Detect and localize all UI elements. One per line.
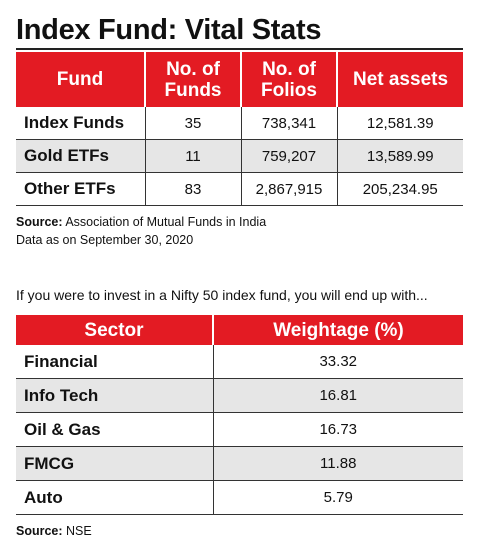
fund-stats-table: Fund No. of Funds No. of Folios Net asse…: [16, 52, 463, 206]
sector-weight: 33.32: [213, 345, 463, 379]
column-header-fund: Fund: [16, 52, 146, 107]
net-assets: 12,581.39: [337, 107, 463, 140]
data-date-note: Data as on September 30, 2020: [16, 233, 194, 247]
folio-count: 759,207: [241, 139, 338, 173]
column-header-net-assets: Net assets: [337, 52, 463, 107]
fund-name: Other ETFs: [16, 172, 146, 206]
source-text: Association of Mutual Funds in India: [65, 215, 267, 229]
table-row: Financial 33.32: [16, 345, 463, 379]
table-header-row: Sector Weightage (%): [16, 315, 463, 345]
sector-weight: 16.73: [213, 412, 463, 447]
column-header-weightage: Weightage (%): [213, 315, 463, 345]
folio-count: 738,341: [241, 107, 338, 140]
sector-name: FMCG: [16, 446, 214, 481]
page-title: Index Fund: Vital Stats: [16, 14, 322, 46]
column-header-no-of-folios: No. of Folios: [241, 52, 338, 107]
title-rule: [16, 48, 463, 50]
fund-source-note: Source: Association of Mutual Funds in I…: [16, 215, 266, 229]
source-label: Source:: [16, 215, 63, 229]
fund-name: Index Funds: [16, 107, 146, 140]
net-assets: 205,234.95: [337, 172, 463, 206]
table-row: FMCG 11.88: [16, 446, 463, 481]
sector-weightage-table: Sector Weightage (%) Financial 33.32 Inf…: [16, 315, 463, 515]
table-header-row: Fund No. of Funds No. of Folios Net asse…: [16, 52, 463, 107]
sector-weight: 16.81: [213, 378, 463, 413]
fund-count: 11: [145, 139, 242, 173]
net-assets: 13,589.99: [337, 139, 463, 173]
sector-name: Info Tech: [16, 378, 214, 413]
fund-name: Gold ETFs: [16, 139, 146, 173]
table-row: Info Tech 16.81: [16, 378, 463, 413]
fund-count: 35: [145, 107, 242, 140]
column-header-sector: Sector: [16, 315, 214, 345]
source-label: Source:: [16, 524, 63, 538]
sector-weight: 5.79: [213, 480, 463, 515]
column-header-no-of-funds: No. of Funds: [145, 52, 242, 107]
intro-text: If you were to invest in a Nifty 50 inde…: [16, 287, 428, 303]
sector-name: Oil & Gas: [16, 412, 214, 447]
table-row: Auto 5.79: [16, 480, 463, 515]
source-text: NSE: [66, 524, 92, 538]
fund-count: 83: [145, 172, 242, 206]
folio-count: 2,867,915: [241, 172, 338, 206]
sector-source-note: Source: NSE: [16, 524, 92, 538]
sector-weight: 11.88: [213, 446, 463, 481]
table-row: Gold ETFs 11 759,207 13,589.99: [16, 139, 463, 173]
table-row: Oil & Gas 16.73: [16, 412, 463, 447]
sector-name: Financial: [16, 345, 214, 379]
sector-name: Auto: [16, 480, 214, 515]
table-row: Other ETFs 83 2,867,915 205,234.95: [16, 172, 463, 206]
table-row: Index Funds 35 738,341 12,581.39: [16, 107, 463, 140]
